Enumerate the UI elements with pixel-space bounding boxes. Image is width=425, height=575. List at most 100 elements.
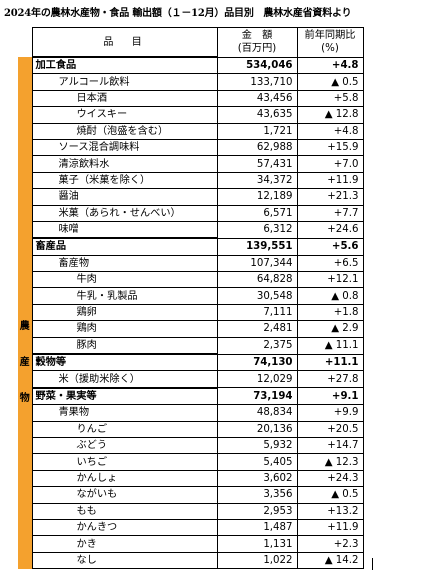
item-name: 畜産物: [31, 254, 218, 273]
table-body: 農産物加工食品 534,046 +4.8 アルコール飲料 133,710 ▲ 0.5 日本酒…: [18, 56, 364, 570]
item-name: 味噌: [31, 220, 218, 239]
item-yoy: +11.9: [296, 518, 364, 537]
item-amount: 20,136: [216, 420, 298, 438]
table-row: 畜産物 107,344 +6.5: [18, 254, 364, 273]
table-row: もも 2,953 +13.2: [18, 502, 364, 520]
table-row: 日本酒 43,456 +5.8: [18, 89, 364, 108]
item-yoy: +12.1: [296, 271, 364, 289]
item-yoy: +27.8: [296, 370, 364, 389]
item-yoy: ▲ 12.8: [296, 106, 364, 124]
item-yoy: +13.2: [296, 502, 364, 520]
item-amount: 3,602: [216, 469, 298, 488]
item-name: 青果物: [31, 404, 218, 422]
item-amount: 1,131: [216, 535, 298, 553]
item-name: 清涼飲料水: [31, 155, 218, 173]
table-row: 畜産品 139,551 +5.6: [18, 237, 364, 256]
header-amount: 金 額 (百万円): [216, 27, 298, 58]
table-row: かんしょ 3,602 +24.3: [18, 469, 364, 488]
item-name: 菓子（米菓を除く）: [31, 171, 218, 190]
table-row: 清涼飲料水 57,431 +7.0: [18, 155, 364, 173]
table-row: かき 1,131 +2.3: [18, 535, 364, 553]
side-label-char: 産: [19, 356, 30, 368]
table-header-row: 品 目 金 額 (百万円) 前年同期比 (%): [18, 27, 364, 58]
item-name: かき: [31, 535, 218, 553]
item-name: かんきつ: [31, 518, 218, 537]
table-row: 牛乳・乳製品 30,548 ▲ 0.8: [18, 287, 364, 305]
table-row: ウイスキー 43,635 ▲ 12.8: [18, 106, 364, 124]
item-yoy: +9.1: [296, 387, 364, 406]
item-name: 米菓（あられ・せんべい）: [31, 204, 218, 222]
item-name: 加工食品: [31, 56, 218, 75]
table-row: ぶどう 5,932 +14.7: [18, 436, 364, 455]
item-name: アルコール飲料: [31, 73, 218, 91]
item-name: 豚肉: [31, 336, 218, 355]
table-row: 醤油 12,189 +21.3: [18, 188, 364, 206]
category-side-label: 農産物: [18, 57, 32, 569]
item-yoy: ▲ 12.3: [296, 453, 364, 471]
item-amount: 3,356: [216, 486, 298, 504]
item-amount: 12,189: [216, 188, 298, 206]
item-name: もも: [31, 502, 218, 520]
item-name: 牛肉: [31, 271, 218, 289]
table-row: りんご 20,136 +20.5: [18, 420, 364, 438]
header-spacer: [18, 28, 32, 58]
table-row: 菓子（米菓を除く） 34,372 +11.9: [18, 171, 364, 190]
document-title: 2024年の農林水産物・食品 輸出額（１－12月）品目別 農林水産省資料より: [4, 8, 352, 19]
item-amount: 139,551: [216, 237, 298, 256]
item-name: ウイスキー: [31, 106, 218, 124]
item-amount: 6,571: [216, 204, 298, 222]
item-name: ソース混合調味料: [31, 138, 218, 157]
item-amount: 1,721: [216, 122, 298, 140]
table-row: 豚肉 2,375 ▲ 11.1: [18, 336, 364, 355]
item-name: 焼酎（泡盛を含む）: [31, 122, 218, 140]
item-amount: 74,130: [216, 353, 298, 372]
item-amount: 133,710: [216, 73, 298, 91]
item-name: りんご: [31, 420, 218, 438]
item-name: かんしょ: [31, 469, 218, 488]
item-name: いちご: [31, 453, 218, 471]
item-yoy: +9.9: [296, 404, 364, 422]
item-amount: 12,029: [216, 370, 298, 389]
table-row: 鶏肉 2,481 ▲ 2.9: [18, 320, 364, 338]
item-name: 日本酒: [31, 89, 218, 108]
header-item: 品 目: [31, 27, 218, 58]
item-amount: 64,828: [216, 271, 298, 289]
item-yoy: ▲ 2.9: [296, 320, 364, 338]
table-row: なし 1,022 ▲ 14.2: [18, 551, 364, 570]
table-row: 野菜・果実等 73,194 +9.1: [18, 386, 364, 406]
item-amount: 43,635: [216, 106, 298, 124]
item-name: 牛乳・乳製品: [31, 287, 218, 305]
item-name: ぶどう: [31, 436, 218, 455]
item-yoy: ▲ 14.2: [296, 551, 364, 570]
item-name: 鶏卵: [31, 303, 218, 322]
item-amount: 30,548: [216, 287, 298, 305]
item-amount: 534,046: [216, 56, 298, 75]
side-label-char: 物: [19, 392, 30, 404]
table-row: 農産物加工食品 534,046 +4.8: [18, 56, 364, 569]
export-table: 品 目 金 額 (百万円) 前年同期比 (%) 農産物加工食品 534,046 +4.8…: [18, 27, 364, 570]
item-amount: 107,344: [216, 254, 298, 273]
item-yoy: +4.8: [296, 56, 364, 75]
table-row: ながいも 3,356 ▲ 0.5: [18, 486, 364, 504]
item-yoy: +21.3: [296, 188, 364, 206]
table-row: かんきつ 1,487 +11.9: [18, 518, 364, 537]
item-yoy: +6.5: [296, 254, 364, 273]
item-name: 穀物等: [31, 353, 218, 372]
item-yoy: ▲ 11.1: [296, 336, 364, 355]
item-amount: 57,431: [216, 155, 298, 173]
item-yoy: +24.6: [296, 220, 364, 239]
header-yoy: 前年同期比 (%): [296, 27, 364, 58]
item-amount: 7,111: [216, 303, 298, 322]
item-amount: 2,953: [216, 502, 298, 520]
table-row: 焼酎（泡盛を含む） 1,721 +4.8: [18, 122, 364, 140]
item-yoy: +2.3: [296, 535, 364, 553]
table-row: 味噌 6,312 +24.6: [18, 220, 364, 239]
side-label-char: 農: [19, 320, 30, 332]
table-row: 穀物等 74,130 +11.1: [18, 353, 364, 372]
item-yoy: ▲ 0.8: [296, 287, 364, 305]
item-amount: 2,375: [216, 336, 298, 355]
item-yoy: +4.8: [296, 122, 364, 140]
item-amount: 48,834: [216, 404, 298, 422]
table-row: 青果物 48,834 +9.9: [18, 404, 364, 422]
table-row: 牛肉 64,828 +12.1: [18, 271, 364, 289]
